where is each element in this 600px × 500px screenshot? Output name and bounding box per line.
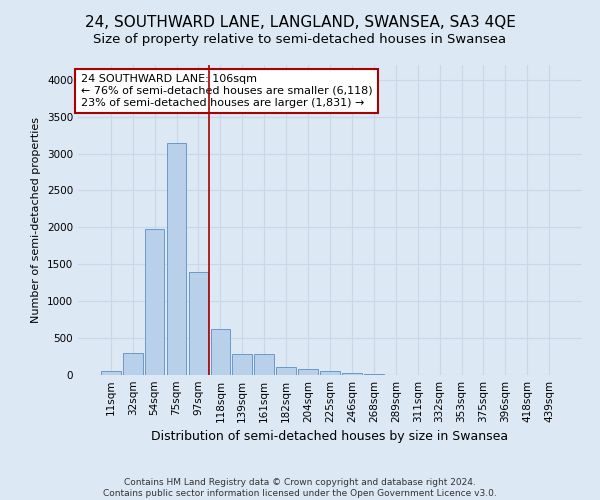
Bar xyxy=(254,354,274,375)
Bar xyxy=(145,229,164,375)
Text: Contains HM Land Registry data © Crown copyright and database right 2024.
Contai: Contains HM Land Registry data © Crown c… xyxy=(103,478,497,498)
Text: 24, SOUTHWARD LANE, LANGLAND, SWANSEA, SA3 4QE: 24, SOUTHWARD LANE, LANGLAND, SWANSEA, S… xyxy=(85,15,515,30)
Bar xyxy=(101,372,121,375)
Bar xyxy=(232,354,252,375)
Bar xyxy=(167,142,187,375)
Bar xyxy=(364,374,384,375)
Bar xyxy=(276,367,296,375)
Bar xyxy=(298,370,318,375)
Bar xyxy=(211,329,230,375)
Bar xyxy=(123,353,143,375)
Text: 24 SOUTHWARD LANE: 106sqm
← 76% of semi-detached houses are smaller (6,118)
23% : 24 SOUTHWARD LANE: 106sqm ← 76% of semi-… xyxy=(80,74,372,108)
X-axis label: Distribution of semi-detached houses by size in Swansea: Distribution of semi-detached houses by … xyxy=(151,430,509,444)
Bar xyxy=(320,372,340,375)
Bar xyxy=(342,373,362,375)
Text: Size of property relative to semi-detached houses in Swansea: Size of property relative to semi-detach… xyxy=(94,32,506,46)
Bar xyxy=(188,272,208,375)
Y-axis label: Number of semi-detached properties: Number of semi-detached properties xyxy=(31,117,41,323)
